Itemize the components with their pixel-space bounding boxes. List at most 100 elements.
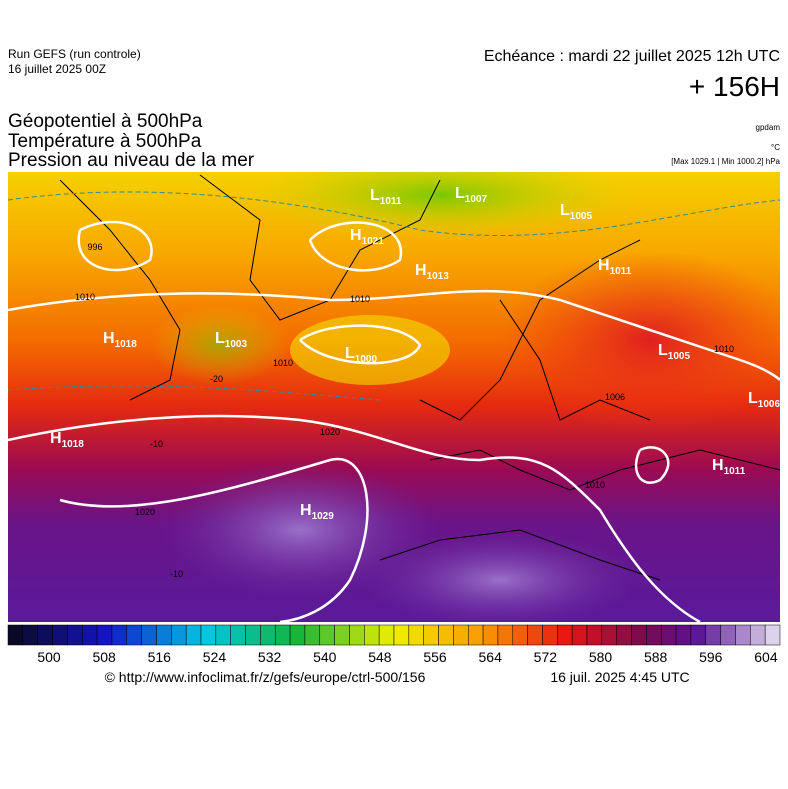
colorbar-label: 604 xyxy=(754,649,778,665)
center-value: 1011 xyxy=(610,266,632,277)
colorbar-swatch xyxy=(260,624,276,646)
center-letter: L xyxy=(658,342,668,359)
colorbar-swatch xyxy=(527,624,543,646)
pressure-center: H1029 xyxy=(300,502,334,522)
center-letter: H xyxy=(103,330,115,347)
center-letter: L xyxy=(560,202,570,219)
center-letter: H xyxy=(300,502,312,519)
colorbar-swatch xyxy=(571,624,588,646)
colorbar-swatch xyxy=(720,624,736,646)
colorbar-swatch xyxy=(393,624,410,646)
colorbar-swatch xyxy=(616,624,632,646)
colorbar-label: 540 xyxy=(313,649,337,665)
colorbar-swatch xyxy=(304,624,321,646)
colorbar-swatch xyxy=(601,624,617,646)
unit: [Max 1029.1 | Min 1000.2] hPa xyxy=(671,157,780,166)
colorbar-swatch xyxy=(438,624,454,646)
center-value: 1018 xyxy=(115,339,138,350)
colorbar-swatch xyxy=(423,624,439,646)
colorbar-swatch xyxy=(675,624,692,646)
isobar-label: 1010 xyxy=(273,358,293,368)
colorbar-swatch xyxy=(764,624,781,646)
colorbar-label: 524 xyxy=(203,649,227,665)
colorbar-swatch xyxy=(631,624,647,646)
colorbar-swatch xyxy=(750,624,766,646)
pressure-center: L1003 xyxy=(215,330,247,350)
colorbar-label: 564 xyxy=(479,649,503,665)
center-letter: L xyxy=(370,187,380,204)
colorbar-swatch xyxy=(245,624,261,646)
title: Pression au niveau de la mer xyxy=(8,150,255,171)
source-url: © http://www.infoclimat.fr/z/gefs/europe… xyxy=(105,669,426,685)
center-value: 1000 xyxy=(355,354,378,365)
temperature-label: -10 xyxy=(170,569,183,579)
title: Température à 500hPa xyxy=(8,131,202,152)
pressure-center: L1000 xyxy=(345,345,377,365)
center-value: 1003 xyxy=(225,339,248,350)
isobar-label: 1010 xyxy=(714,344,734,354)
colorbar-swatch xyxy=(646,624,662,646)
run: Run GEFS (run controle) xyxy=(8,47,141,61)
pressure-center: L1005 xyxy=(658,342,690,362)
isobar-label: 1010 xyxy=(350,294,370,304)
center-letter: H xyxy=(50,430,62,447)
colorbar-swatch xyxy=(660,624,677,646)
colorbar-swatch xyxy=(22,624,38,646)
colorbar-swatch xyxy=(586,624,603,646)
colorbar-swatch xyxy=(334,624,350,646)
colorbar-swatch xyxy=(37,624,53,646)
colorbar-swatch xyxy=(215,624,231,646)
echeance: Echéance : mardi 22 juillet 2025 12h UTC xyxy=(484,48,780,65)
temperature-label: -10 xyxy=(150,439,163,449)
colorbar-swatch xyxy=(126,624,142,646)
colorbar-swatch xyxy=(349,624,365,646)
colorbar-swatch xyxy=(705,624,721,646)
pressure-center: L1005 xyxy=(560,202,592,222)
colorbar-swatch xyxy=(467,624,484,646)
center-letter: H xyxy=(598,257,610,274)
colorbar-swatch xyxy=(141,624,157,646)
center-letter: L xyxy=(215,330,225,347)
colorbar-swatch xyxy=(200,624,217,646)
isobar-label: 1006 xyxy=(605,392,625,402)
colorbar-swatch xyxy=(185,624,202,646)
center-value: 1006 xyxy=(758,399,781,410)
center-letter: H xyxy=(350,227,362,244)
colorbar-swatch xyxy=(542,624,558,646)
unit: °C xyxy=(771,143,780,152)
colorbar-swatch xyxy=(274,624,291,646)
isobar-label: 1020 xyxy=(320,427,340,437)
center-letter: L xyxy=(748,390,758,407)
center-letter: H xyxy=(415,262,427,279)
pressure-center: H1011 xyxy=(712,457,746,477)
center-value: 1013 xyxy=(427,271,450,282)
title: Géopotentiel à 500hPa xyxy=(8,111,203,132)
pressure-center: H1011 xyxy=(598,257,632,277)
colorbar-label: 516 xyxy=(148,649,172,665)
center-value: 1005 xyxy=(668,351,691,362)
center-value: 1029 xyxy=(312,511,335,522)
colorbar-swatch xyxy=(735,624,751,646)
colorbar-swatch xyxy=(319,624,335,646)
colorbar-label: 556 xyxy=(423,649,447,665)
pressure-center: H1013 xyxy=(415,262,449,282)
colorbar-label: 580 xyxy=(589,649,613,665)
center-letter: L xyxy=(455,185,465,202)
lead-time: + 156H xyxy=(689,71,780,102)
isobar-label: 1010 xyxy=(75,292,95,302)
pressure-center: H1018 xyxy=(103,330,137,350)
center-value: 1021 xyxy=(362,236,385,247)
colorbar-swatch xyxy=(81,624,98,646)
center-value: 1018 xyxy=(62,439,85,450)
colorbar-swatch xyxy=(52,624,68,646)
colorbar-label: 596 xyxy=(699,649,723,665)
center-value: 1011 xyxy=(380,196,402,207)
unit: gpdam xyxy=(756,123,781,132)
pressure-center: L1006 xyxy=(748,390,780,410)
colorbar-swatch xyxy=(512,624,528,646)
isobar-label: 996 xyxy=(87,242,102,252)
issued-time: 16 juil. 2025 4:45 UTC xyxy=(550,669,689,685)
center-value: 1005 xyxy=(570,211,593,222)
